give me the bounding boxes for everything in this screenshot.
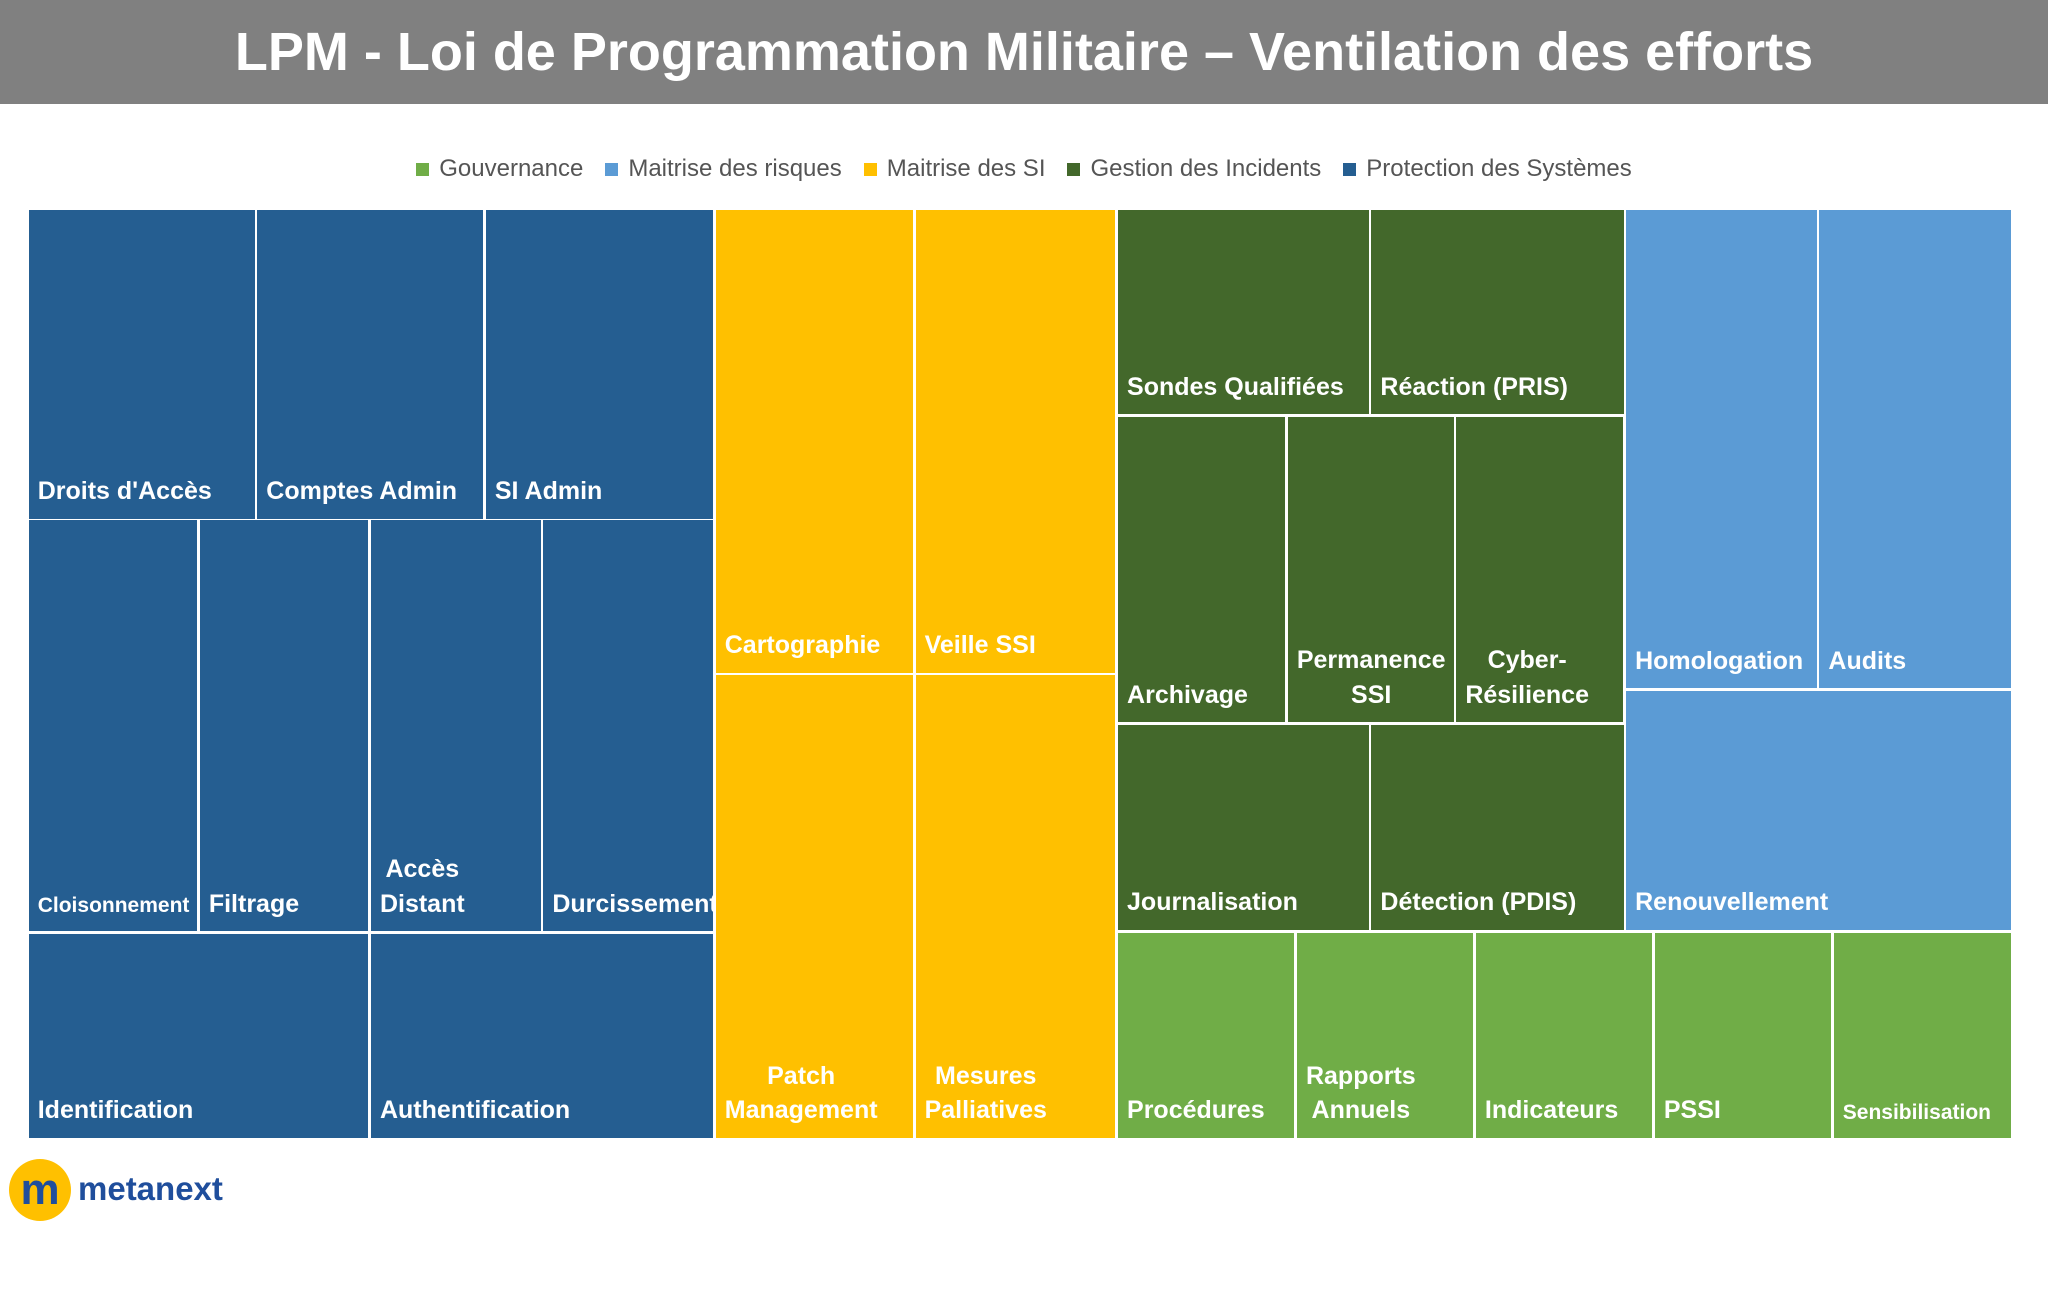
treemap-cell: SI Admin bbox=[485, 210, 714, 519]
treemap-cell: Cartographie bbox=[715, 210, 913, 673]
cell-label: Durcissement bbox=[552, 889, 718, 918]
cell-label: Détection (PDIS) bbox=[1380, 888, 1577, 917]
treemap-cell: Filtrage bbox=[199, 519, 369, 932]
cell-label: Procédures bbox=[1127, 1096, 1265, 1125]
legend-label: Gouvernance bbox=[439, 155, 584, 182]
title: LPM - Loi de Programmation Militaire – V… bbox=[234, 22, 1814, 82]
legend: Gouvernance Maitrise des risques Maitrise … bbox=[0, 152, 2048, 186]
cell-label: Indicateurs bbox=[1484, 1096, 1619, 1125]
legend-swatch bbox=[1067, 162, 1081, 176]
legend-item: Maitrise des SI bbox=[863, 155, 1046, 183]
cell-label: Rapports Annuels bbox=[1305, 1061, 1416, 1125]
legend-item: Gestion des Incidents bbox=[1067, 155, 1321, 183]
legend-item: Maitrise des risques bbox=[605, 155, 842, 183]
cell-label: Renouvellement bbox=[1635, 888, 1829, 917]
treemap-cell: Journalisation bbox=[1118, 724, 1369, 930]
treemap-cell: Archivage bbox=[1118, 416, 1286, 723]
cell-label: Cyber-Résilience bbox=[1465, 646, 1589, 709]
cell-label: Permanence SSI bbox=[1296, 646, 1446, 709]
cell-label: Accès Distant bbox=[379, 855, 465, 918]
treemap-cell: Renouvellement bbox=[1626, 690, 2012, 930]
treemap-cell: Identification bbox=[28, 933, 369, 1138]
treemap-cell: Audits bbox=[1819, 210, 2012, 689]
treemap-cell: Cloisonnement bbox=[28, 519, 198, 932]
treemap-cell: Authentification bbox=[370, 933, 714, 1138]
cell-label: Sensibilisation bbox=[1842, 1100, 1991, 1124]
cell-label: SI Admin bbox=[494, 477, 603, 506]
treemap-cell: Sondes Qualifiées bbox=[1118, 210, 1369, 415]
cell-label: Patch Management bbox=[724, 1061, 878, 1125]
legend-label: Maitrise des risques bbox=[628, 155, 842, 182]
logo-icon: m bbox=[9, 1159, 71, 1221]
treemap-cell: Accès Distant bbox=[370, 519, 541, 932]
legend-swatch bbox=[416, 162, 430, 176]
treemap-cell: Rapports Annuels bbox=[1296, 932, 1474, 1138]
cell-label: Mesures Palliatives bbox=[924, 1061, 1047, 1125]
cell-label: Réaction (PRIS) bbox=[1380, 372, 1568, 401]
legend-swatch bbox=[1343, 162, 1357, 176]
cell-label: Filtrage bbox=[208, 889, 300, 918]
treemap-cell: Durcissement bbox=[543, 519, 718, 932]
legend-swatch bbox=[863, 162, 877, 176]
cell-label: Journalisation bbox=[1127, 888, 1298, 917]
treemap-cell: Indicateurs bbox=[1475, 932, 1653, 1138]
cell-label: Cloisonnement bbox=[37, 894, 190, 918]
treemap-cell: Mesures Palliatives bbox=[915, 675, 1116, 1138]
cell-label: Veille SSI bbox=[924, 631, 1036, 660]
cell-label: Droits d'Accès bbox=[37, 477, 212, 506]
cell-label: Sondes Qualifiées bbox=[1127, 372, 1344, 401]
cell-label: Cartographie bbox=[724, 631, 881, 660]
treemap-cell: Détection (PDIS) bbox=[1371, 724, 1624, 930]
legend-item: Gouvernance bbox=[416, 155, 583, 183]
cell-label: PSSI bbox=[1663, 1096, 1721, 1125]
treemap-cell: Comptes Admin bbox=[257, 210, 484, 519]
treemap-cell: Cyber-Résilience bbox=[1456, 416, 1624, 723]
legend-label: Gestion des Incidents bbox=[1090, 155, 1322, 182]
logo-text: metanext bbox=[78, 1170, 223, 1207]
treemap-cell: Réaction (PRIS) bbox=[1371, 210, 1624, 415]
treemap-cell: Homologation bbox=[1626, 210, 1817, 689]
treemap-cell: Procédures bbox=[1118, 932, 1295, 1138]
treemap-cell: Veille SSI bbox=[915, 210, 1116, 673]
cell-label: Comptes Admin bbox=[266, 477, 458, 506]
treemap-cell: Patch Management bbox=[715, 675, 913, 1138]
cell-label: Archivage bbox=[1127, 680, 1248, 709]
cell-label: Audits bbox=[1828, 646, 1907, 675]
treemap-cell: Droits d'Accès bbox=[28, 210, 255, 519]
title-bar: LPM - Loi de Programmation Militaire – V… bbox=[0, 0, 2048, 104]
legend-label: Protection des Systèmes bbox=[1366, 155, 1632, 182]
cell-label: Authentification bbox=[379, 1096, 571, 1125]
cell-label: Identification bbox=[37, 1096, 194, 1125]
treemap-cell: PSSI bbox=[1654, 932, 1832, 1138]
legend-label: Maitrise des SI bbox=[886, 155, 1046, 182]
treemap-cell: Permanence SSI bbox=[1287, 416, 1454, 723]
treemap-cell: Sensibilisation bbox=[1833, 932, 2012, 1138]
legend-swatch bbox=[605, 162, 619, 176]
cell-label: Homologation bbox=[1635, 646, 1804, 675]
legend-item: Protection des Systèmes bbox=[1343, 155, 1632, 183]
